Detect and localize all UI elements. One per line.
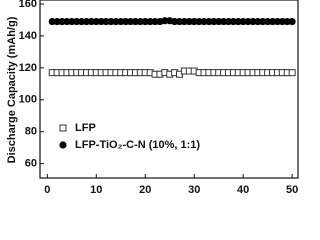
- legend-label: LFP: [75, 122, 96, 134]
- point: [288, 17, 296, 26]
- legend-marker: [59, 124, 67, 132]
- chart: Discharge Capacity (mAh/g) 6080100120140…: [6, 0, 299, 196]
- plot-frame: [39, 0, 299, 179]
- x-tick-label: 50: [286, 184, 298, 196]
- y-tick-label: 160: [19, 0, 37, 10]
- legend-label: LFP-TiO₂-C-N (10%, 1:1): [75, 139, 200, 151]
- y-tick-label: 120: [19, 62, 37, 74]
- point: [288, 69, 296, 77]
- y-tick-label: 80: [25, 126, 37, 138]
- legend-marker: [59, 141, 67, 149]
- x-tick-label: 0: [44, 184, 50, 196]
- x-tick-label: 30: [188, 184, 200, 196]
- y-tick-label: 140: [19, 30, 37, 42]
- y-tick-label: 60: [25, 158, 37, 170]
- x-tick-label: 40: [237, 184, 249, 196]
- x-tick-label: 20: [139, 184, 151, 196]
- x-tick-label: 10: [90, 184, 102, 196]
- y-axis-label: Discharge Capacity (mAh/g): [6, 16, 18, 163]
- y-tick-label: 100: [19, 94, 37, 106]
